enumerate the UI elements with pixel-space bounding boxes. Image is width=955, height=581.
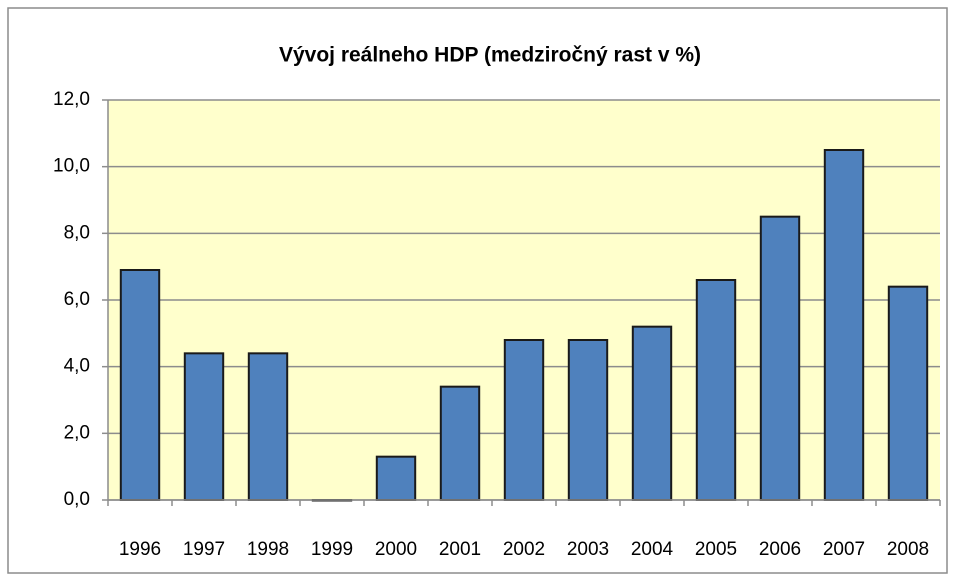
y-tick-label: 2,0 (64, 422, 90, 443)
x-tick-label: 1998 (247, 539, 289, 560)
x-tick-label: 1999 (311, 539, 353, 560)
bar (695, 279, 737, 501)
y-tick-label: 4,0 (64, 356, 90, 377)
bar (887, 285, 929, 501)
x-tick-label: 1996 (119, 539, 161, 560)
x-tick-label: 2001 (439, 539, 481, 560)
bar (823, 149, 865, 501)
x-tick-label: 1997 (183, 539, 225, 560)
bar (503, 339, 545, 501)
bar (375, 455, 417, 501)
y-tick-label: 6,0 (64, 289, 90, 310)
y-tick-label: 12,0 (53, 89, 90, 110)
x-tick-label: 2008 (887, 539, 929, 560)
bar (759, 215, 801, 502)
y-tick-label: 0,0 (64, 489, 90, 510)
x-tick-label: 2003 (567, 539, 609, 560)
x-tick-label: 2007 (823, 539, 865, 560)
x-tick-label: 2006 (759, 539, 801, 560)
chart-title: Vývoj reálneho HDP (medziročný rast v %) (279, 44, 701, 67)
bar (247, 352, 289, 502)
bar (631, 325, 673, 501)
x-tick-label: 2002 (503, 539, 545, 560)
bar (567, 339, 609, 501)
x-tick-label: 2004 (631, 539, 674, 560)
x-tick-label: 2000 (375, 539, 417, 560)
y-tick-label: 10,0 (53, 156, 90, 177)
x-tick-label: 2005 (695, 539, 737, 560)
bar (119, 269, 161, 501)
y-tick-label: 8,0 (64, 222, 90, 243)
bar (439, 385, 481, 501)
bar (183, 352, 225, 502)
